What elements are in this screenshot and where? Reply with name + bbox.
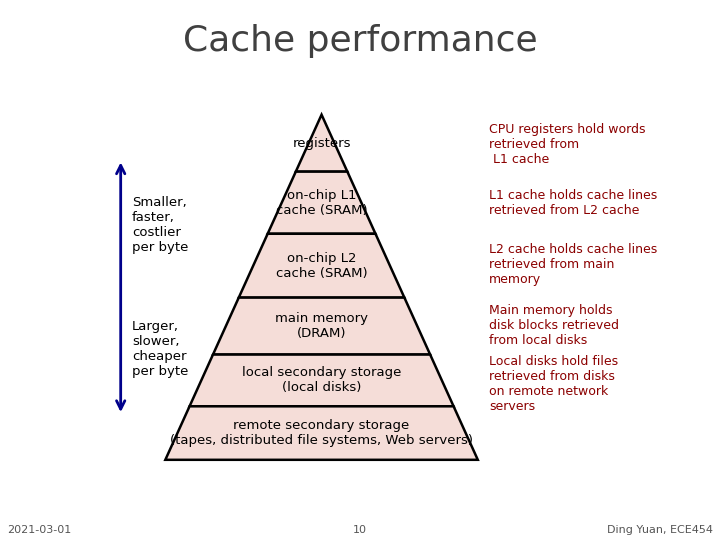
Text: registers: registers bbox=[292, 137, 351, 150]
Polygon shape bbox=[213, 298, 430, 355]
Text: L2 cache holds cache lines
retrieved from main
memory: L2 cache holds cache lines retrieved fro… bbox=[489, 244, 657, 286]
Polygon shape bbox=[296, 114, 347, 172]
Text: main memory
(DRAM): main memory (DRAM) bbox=[275, 312, 368, 340]
Polygon shape bbox=[166, 406, 478, 460]
Text: L1 cache holds cache lines
retrieved from L2 cache: L1 cache holds cache lines retrieved fro… bbox=[489, 188, 657, 217]
Text: Smaller,
faster,
costlier
per byte: Smaller, faster, costlier per byte bbox=[132, 196, 188, 254]
Text: Main memory holds
disk blocks retrieved
from local disks: Main memory holds disk blocks retrieved … bbox=[489, 303, 619, 347]
Text: Ding Yuan, ECE454: Ding Yuan, ECE454 bbox=[607, 524, 713, 535]
Text: Local disks hold files
retrieved from disks
on remote network
servers: Local disks hold files retrieved from di… bbox=[489, 355, 618, 413]
Text: Cache performance: Cache performance bbox=[183, 24, 537, 58]
Polygon shape bbox=[189, 355, 454, 406]
Text: local secondary storage
(local disks): local secondary storage (local disks) bbox=[242, 367, 401, 394]
Text: CPU registers hold words
retrieved from
 L1 cache: CPU registers hold words retrieved from … bbox=[489, 123, 645, 166]
Text: Larger,
slower,
cheaper
per byte: Larger, slower, cheaper per byte bbox=[132, 320, 188, 379]
Text: 10: 10 bbox=[353, 524, 367, 535]
Text: on-chip L2
cache (SRAM): on-chip L2 cache (SRAM) bbox=[276, 252, 367, 280]
Text: remote secondary storage
(tapes, distributed file systems, Web servers): remote secondary storage (tapes, distrib… bbox=[170, 419, 473, 447]
Polygon shape bbox=[268, 172, 375, 234]
Text: on-chip L1
cache (SRAM): on-chip L1 cache (SRAM) bbox=[276, 188, 367, 217]
Polygon shape bbox=[239, 234, 405, 298]
Text: 2021-03-01: 2021-03-01 bbox=[7, 524, 71, 535]
